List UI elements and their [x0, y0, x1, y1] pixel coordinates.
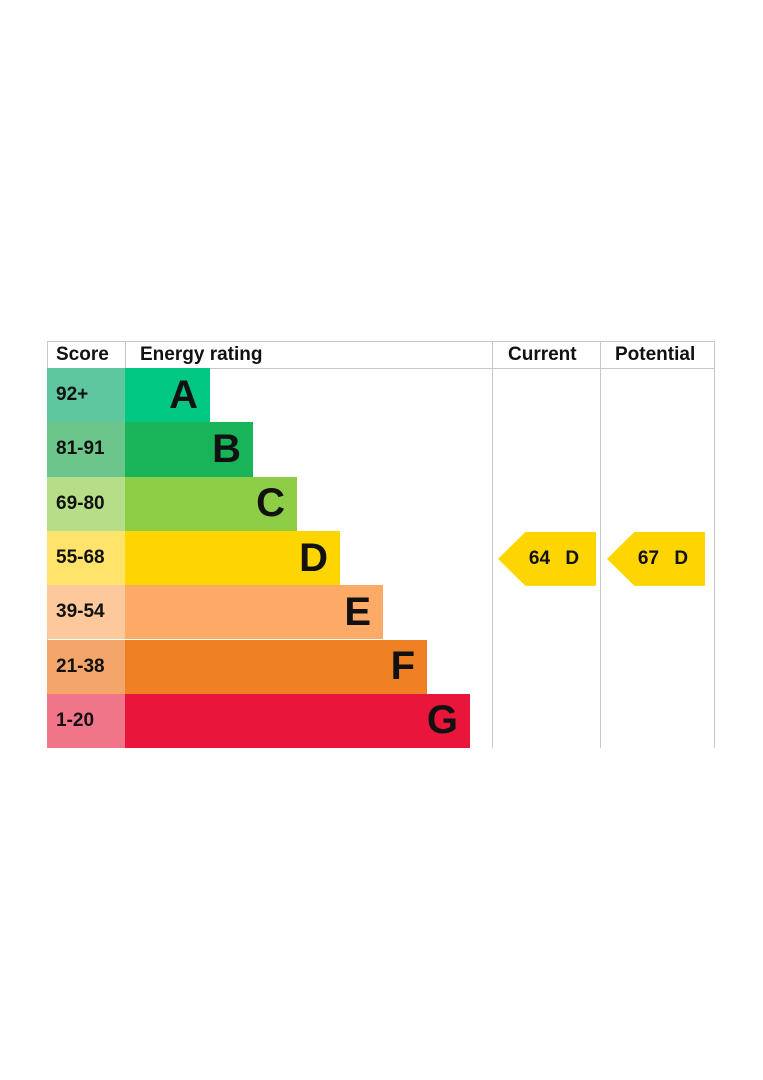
- header-score: Score: [56, 344, 109, 365]
- header-potential: Potential: [615, 344, 696, 365]
- rating-bar-a: A: [125, 368, 210, 423]
- score-range-b: 81-91: [47, 422, 125, 477]
- rating-bar-c: C: [125, 476, 297, 531]
- score-range-f: 21-38: [47, 639, 125, 694]
- rating-bar-f: F: [125, 639, 427, 694]
- score-range-a: 92+: [47, 368, 125, 423]
- score-range-d: 55-68: [47, 530, 125, 586]
- divider: [125, 341, 126, 368]
- header-energy-rating: Energy rating: [140, 344, 263, 365]
- score-range-g: 1-20: [47, 693, 125, 749]
- rating-bar-d: D: [125, 530, 340, 586]
- divider: [492, 341, 493, 748]
- divider: [47, 368, 715, 369]
- rating-bar-b: B: [125, 422, 253, 477]
- current-rating-arrow: 64 D: [498, 531, 596, 586]
- potential-rating-arrow: 67 D: [607, 531, 705, 586]
- score-range-c: 69-80: [47, 476, 125, 531]
- rating-bar-g: G: [125, 693, 470, 749]
- epc-chart: Score Energy rating Current Potential 92…: [47, 341, 715, 749]
- rating-bar-e: E: [125, 585, 383, 640]
- header-current: Current: [508, 344, 577, 365]
- score-range-e: 39-54: [47, 585, 125, 640]
- divider: [714, 341, 715, 748]
- divider: [47, 341, 715, 342]
- divider: [600, 341, 601, 748]
